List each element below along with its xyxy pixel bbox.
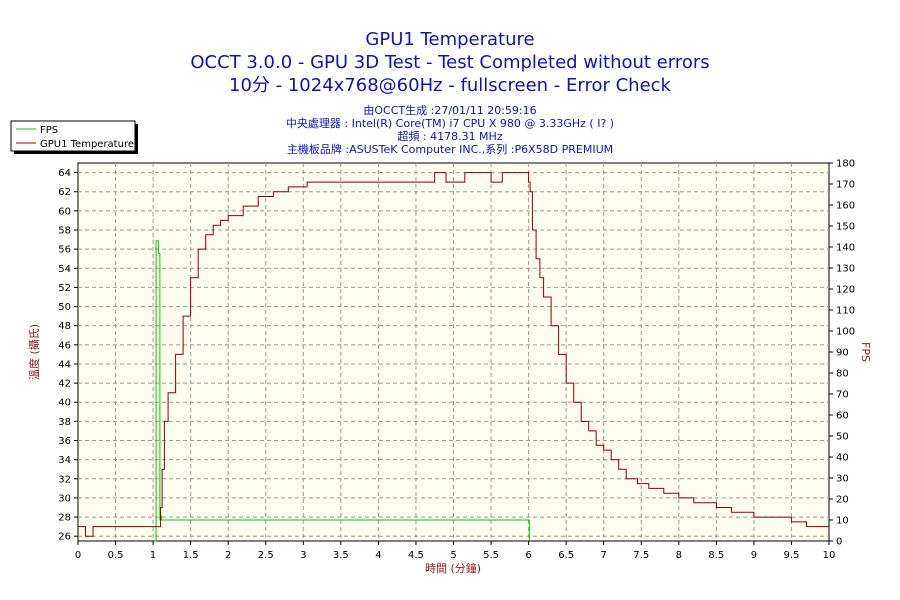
y2-tick-label-9: 90: [836, 348, 849, 359]
y2-tick-label-13: 130: [836, 264, 855, 275]
x-tick-label-20: 10: [823, 550, 836, 561]
y2-tick-label-2: 20: [836, 495, 849, 506]
x-tick-label-4: 2: [225, 550, 231, 561]
info-overclock: 超頻 : 4178.31 MHz: [397, 129, 502, 143]
x-tick-label-14: 7: [601, 550, 607, 561]
x-tick-label-10: 5: [450, 550, 456, 561]
y-axis-label: 溫度 (攝氏): [27, 324, 41, 380]
y-tick-label-14: 54: [58, 264, 71, 275]
info-motherboard: 主機板品牌 :ASUSTeK Computer INC.,系列 :P6X58D …: [287, 142, 613, 156]
info-generated: 由OCCT生成 :27/01/11 20:59:16: [363, 103, 536, 117]
x-tick-label-16: 8: [676, 550, 682, 561]
y2-tick-label-0: 0: [836, 537, 842, 548]
legend: FPS GPU1 Temperature: [10, 120, 138, 154]
x-tick-label-2: 1: [150, 550, 156, 561]
legend-box: [10, 120, 136, 152]
y-tick-label-13: 52: [58, 283, 71, 294]
x-tick-label-5: 2.5: [258, 550, 274, 561]
y-tick-label-2: 30: [58, 493, 71, 504]
y-tick-label-5: 36: [58, 436, 71, 447]
info-cpu: 中央處理器 : Intel(R) Core(TM) i7 CPU X 980 @…: [286, 116, 614, 130]
x-tick-label-3: 1.5: [183, 550, 199, 561]
y-tick-label-7: 40: [58, 398, 71, 409]
x-tick-label-19: 9.5: [783, 550, 799, 561]
chart-title: GPU1 Temperature: [365, 29, 534, 50]
x-tick-label-17: 8.5: [708, 550, 724, 561]
y-tick-label-6: 38: [58, 417, 71, 428]
chart-subtitle-test: OCCT 3.0.0 - GPU 3D Test - Test Complete…: [190, 52, 709, 73]
x-axis-ticks: 0 0.5 1 1.5 2 2.5 3 3.5 4 4.5 5 5.5 6 6.5 7 7.5 8 8.5 9 9.5…: [75, 541, 836, 561]
y2-tick-label-18: 180: [836, 159, 855, 170]
y2-tick-label-8: 80: [836, 369, 849, 380]
y2-tick-label-1: 10: [836, 516, 849, 527]
y-tick-label-9: 44: [58, 359, 71, 370]
y2-tick-label-7: 70: [836, 390, 849, 401]
grid-lines: [78, 163, 829, 541]
y2-tick-label-17: 170: [836, 180, 855, 191]
y-axis-ticks: 26 28 30 32 34 36 38 40 42 44 46 48 50 52 54 56 58 60 62 64: [58, 168, 78, 543]
y-tick-label-18: 62: [58, 187, 71, 198]
y2-tick-label-12: 120: [836, 285, 855, 296]
x-tick-label-9: 4.5: [408, 550, 424, 561]
series-layer: [78, 172, 829, 542]
y2-axis-ticks: 0 10 20 30 40 50 60 70 80 90 100 110 120 130 140 150 160…: [829, 159, 855, 548]
y2-tick-label-14: 140: [836, 243, 855, 254]
y-tick-label-11: 48: [58, 321, 71, 332]
x-tick-label-0: 0: [75, 550, 81, 561]
y-tick-label-17: 60: [58, 206, 71, 217]
series-line-gpu1-temperature: [78, 172, 829, 537]
y-tick-label-8: 42: [58, 379, 71, 390]
x-tick-label-18: 9: [751, 550, 757, 561]
y2-tick-label-11: 110: [836, 306, 855, 317]
y-tick-label-12: 50: [58, 302, 71, 313]
y2-tick-label-10: 100: [836, 327, 855, 338]
y-tick-label-16: 58: [58, 225, 71, 236]
y2-tick-label-5: 50: [836, 432, 849, 443]
legend-label-fps: FPS: [40, 125, 58, 136]
x-tick-label-13: 6.5: [558, 550, 574, 561]
y-tick-label-1: 28: [58, 513, 71, 524]
y2-tick-label-4: 40: [836, 453, 849, 464]
legend-label-temperature: GPU1 Temperature: [40, 139, 134, 150]
y-tick-label-15: 56: [58, 245, 71, 256]
y-tick-label-3: 32: [58, 474, 71, 485]
x-axis-label: 時間 (分鐘): [425, 561, 481, 575]
y-tick-label-19: 64: [58, 168, 71, 179]
x-tick-label-7: 3.5: [333, 550, 349, 561]
y-tick-label-4: 34: [58, 455, 71, 466]
x-tick-label-15: 7.5: [633, 550, 649, 561]
x-tick-label-6: 3: [300, 550, 306, 561]
y2-axis-label: FPS: [859, 342, 872, 362]
y2-tick-label-6: 60: [836, 411, 849, 422]
y2-tick-label-16: 160: [836, 201, 855, 212]
x-tick-label-11: 5.5: [483, 550, 499, 561]
chart-subtitle-mode: 10分 - 1024x768@60Hz - fullscreen - Error…: [229, 75, 672, 96]
y-tick-label-10: 46: [58, 340, 71, 351]
y2-tick-label-15: 150: [836, 222, 855, 233]
y2-tick-label-3: 30: [836, 474, 849, 485]
x-tick-label-8: 4: [375, 550, 381, 561]
y-tick-label-0: 26: [58, 532, 71, 543]
x-tick-label-1: 0.5: [108, 550, 124, 561]
x-tick-label-12: 6: [525, 550, 531, 561]
